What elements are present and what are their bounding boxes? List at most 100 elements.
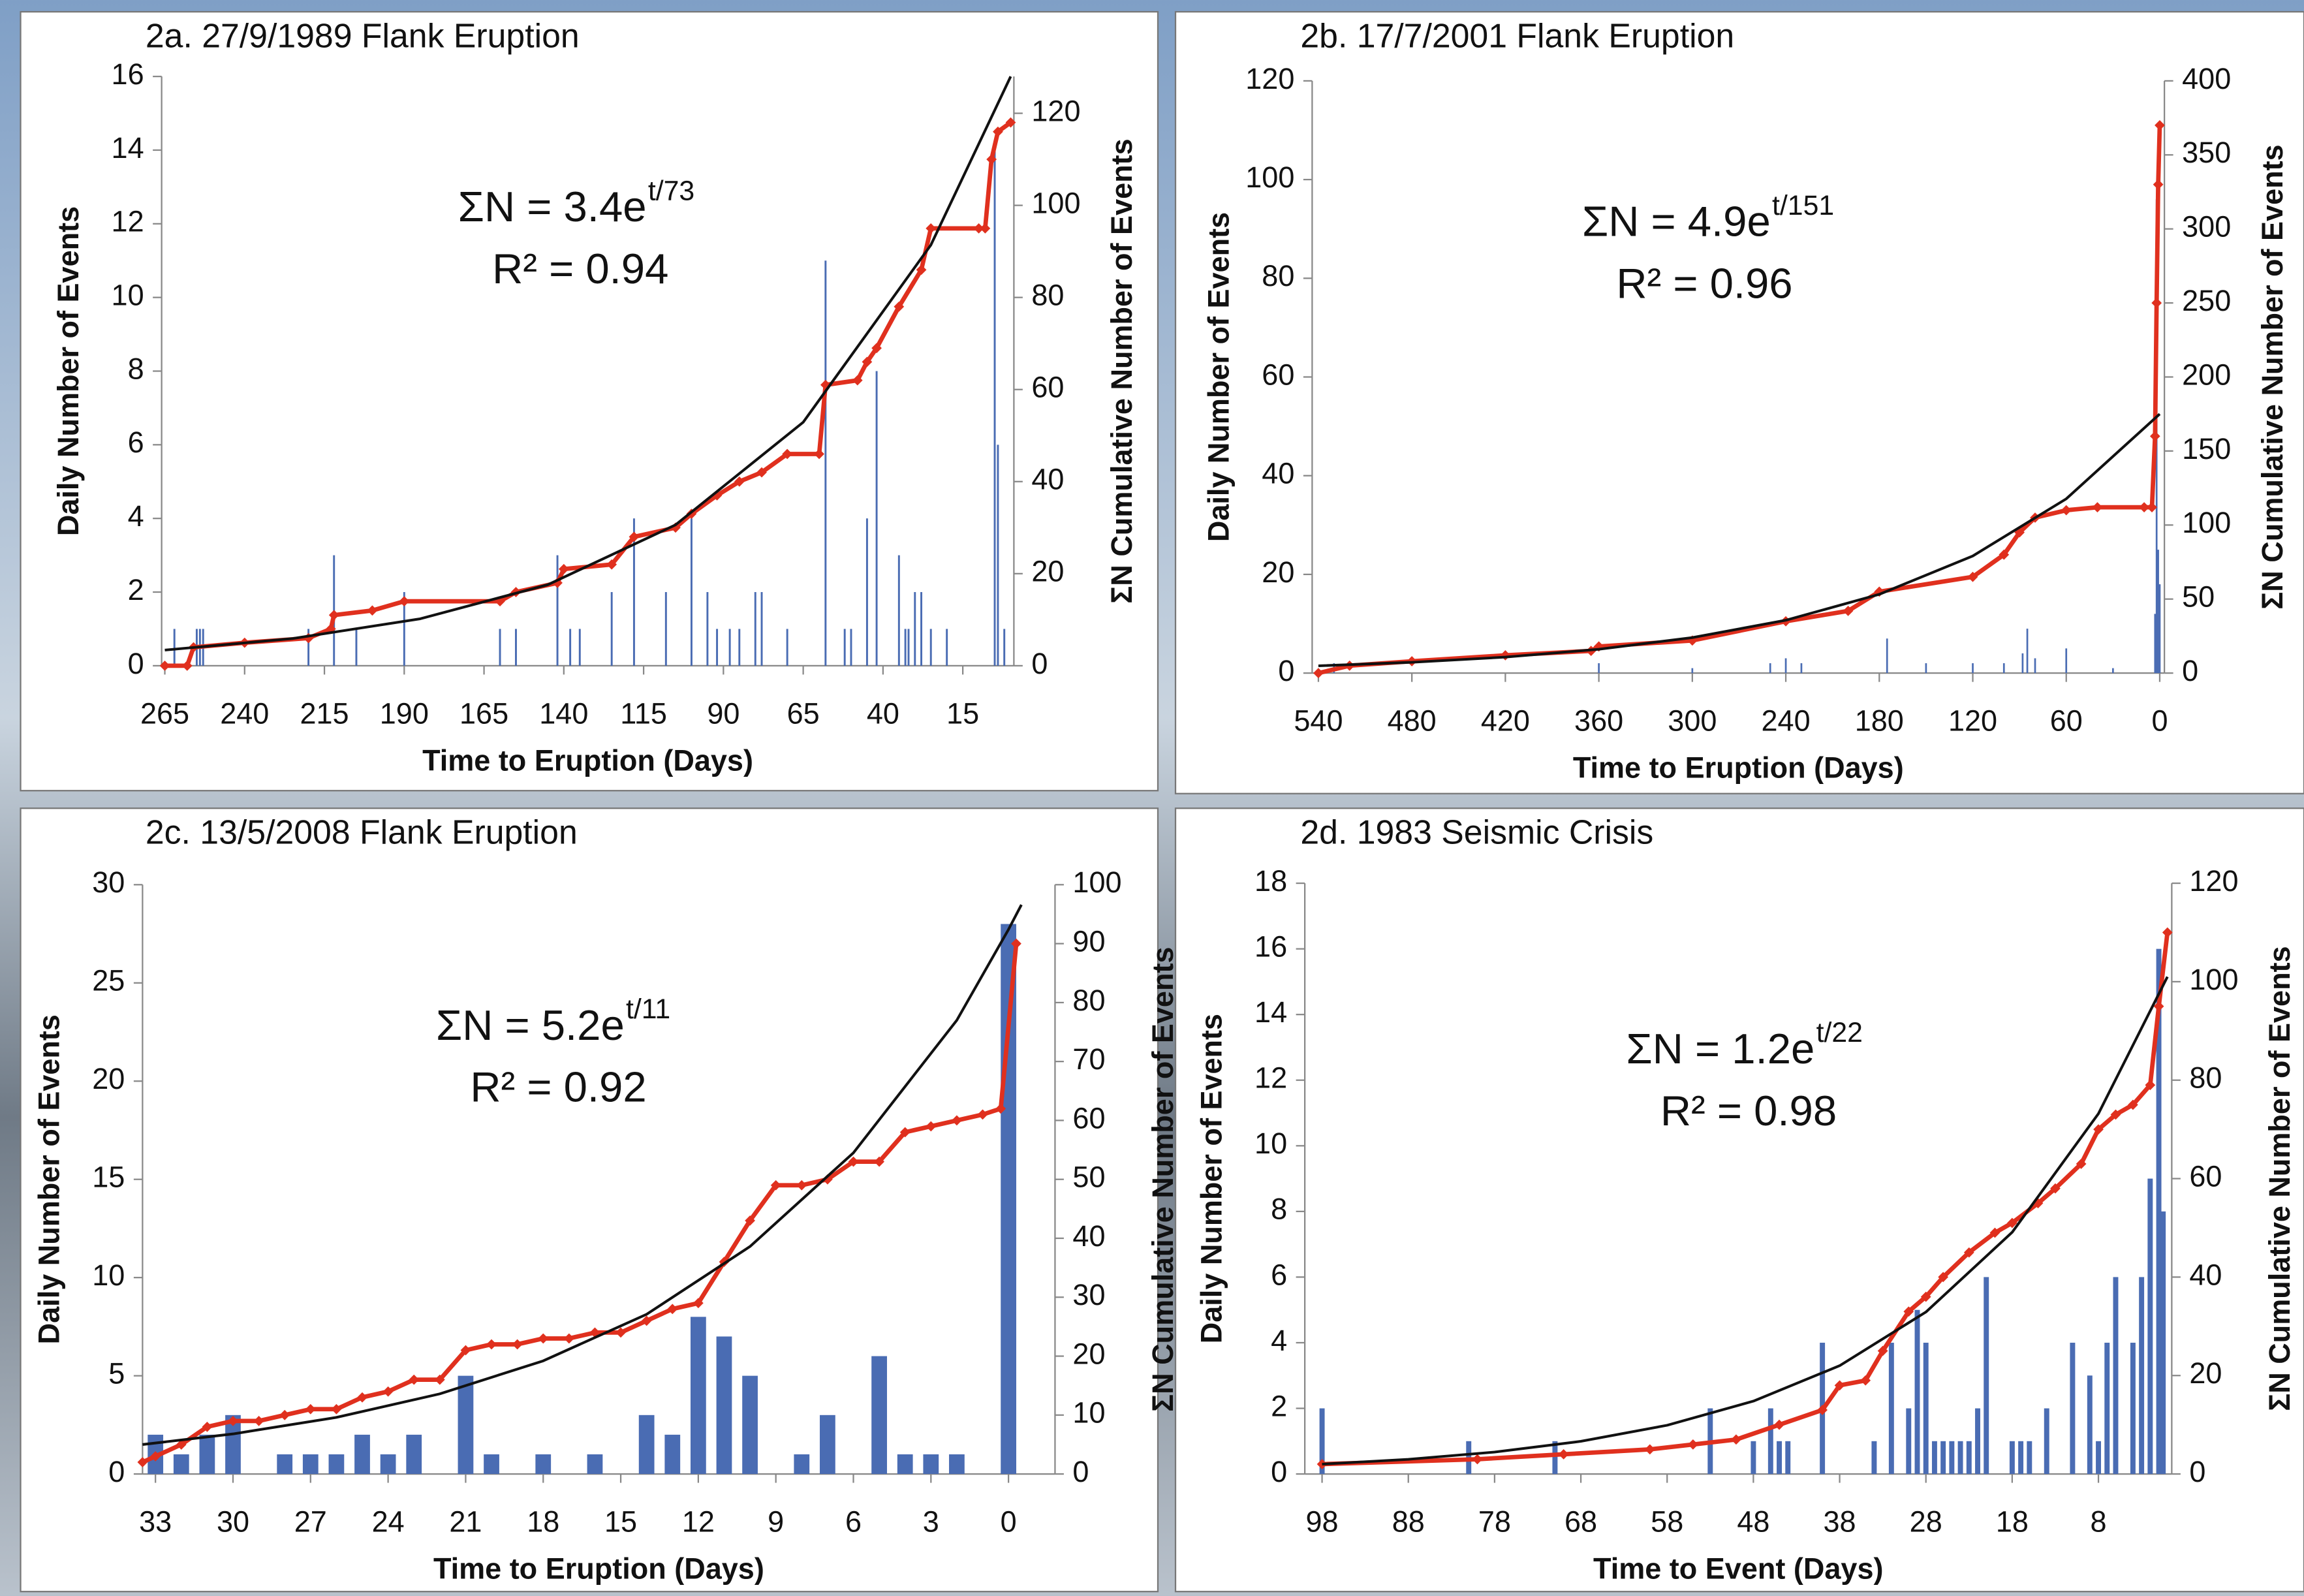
y2-tick-label: 400: [2182, 62, 2231, 95]
cumulative-marker: [615, 1327, 626, 1338]
bar: [1925, 663, 1927, 674]
y2-tick-label: 120: [1031, 94, 1080, 127]
bar: [2160, 1211, 2166, 1475]
x-tick-label: 40: [867, 696, 899, 730]
x-tick-label: 18: [1996, 1505, 2029, 1539]
bar: [2034, 658, 2036, 674]
cumulative-marker: [409, 1374, 420, 1385]
bar: [2018, 1441, 2024, 1475]
bar: [2156, 948, 2162, 1475]
y-axis-label: Daily Number of Events: [1194, 1014, 1228, 1343]
cumulative-marker: [2139, 502, 2149, 512]
chart-title: 2a. 27/9/1989 Flank Eruption: [146, 16, 580, 54]
cumulative-marker: [2007, 1217, 2017, 1228]
cumulative-marker: [2061, 505, 2072, 516]
cumulative-marker: [2093, 1124, 2104, 1135]
x-tick-label: 58: [1651, 1505, 1683, 1539]
y-tick-label: 0: [1271, 1455, 1287, 1488]
cumulative-marker: [176, 1439, 187, 1450]
x-tick-label: 420: [1481, 704, 1530, 738]
bar: [1552, 1441, 1558, 1475]
y-tick-label: 14: [1254, 995, 1287, 1029]
x-tick-label: 15: [946, 696, 979, 730]
y2-tick-label: 40: [2189, 1258, 2222, 1291]
bar: [569, 629, 572, 666]
bar: [587, 1454, 603, 1475]
bar: [664, 592, 667, 666]
bar: [904, 629, 907, 666]
x-tick-label: 480: [1388, 704, 1437, 738]
x-tick-label: 115: [620, 696, 667, 730]
y2-tick-label: 20: [1072, 1337, 1105, 1370]
cumulative-marker: [460, 1345, 471, 1356]
cumulative-marker: [952, 1115, 962, 1126]
cumulative-marker: [563, 1333, 574, 1344]
bar: [1777, 1441, 1782, 1475]
chart-title: 2d. 1983 Seismic Crisis: [1300, 813, 1653, 851]
cumulative-marker: [977, 1109, 988, 1120]
cumulative-marker: [980, 223, 991, 234]
y2-tick-label: 60: [2189, 1159, 2222, 1193]
bar: [897, 555, 900, 666]
y-tick-label: 16: [1254, 930, 1287, 963]
bar: [2026, 629, 2029, 674]
cumulative-marker: [782, 448, 793, 460]
panel-background: [1174, 10, 2304, 794]
r-squared: R² = 0.96: [1616, 259, 1792, 307]
y-tick-label: 20: [1262, 555, 1294, 589]
y-tick-label: 0: [108, 1455, 125, 1488]
y-tick-label: 8: [128, 352, 144, 385]
x-tick-label: 24: [372, 1505, 405, 1539]
y-tick-label: 4: [1271, 1324, 1287, 1357]
y-tick-label: 60: [1262, 358, 1294, 391]
bar: [1966, 1441, 1972, 1475]
y2-tick-label: 20: [2189, 1356, 2222, 1390]
bar: [1003, 629, 1006, 666]
bar: [1972, 663, 1974, 674]
x-tick-label: 27: [294, 1505, 327, 1539]
bar: [929, 629, 932, 666]
bar: [173, 629, 176, 666]
bar: [610, 592, 613, 666]
cumulative-marker: [1005, 117, 1016, 128]
cumulative-marker: [745, 1215, 755, 1226]
cumulative-marker: [822, 1174, 833, 1185]
bar: [1319, 1408, 1325, 1475]
y2-tick-label: 80: [1031, 279, 1064, 312]
bar: [1957, 1441, 1963, 1475]
bar: [484, 1454, 499, 1475]
chart-panel: 2c. 13/5/2008 Flank Eruption051015202530…: [20, 807, 1179, 1593]
chart-panel: 2d. 1983 Seismic Crisis02468101214161802…: [1174, 807, 2304, 1593]
x-tick-label: 48: [1737, 1505, 1769, 1539]
bar: [2113, 1277, 2119, 1475]
y-tick-label: 80: [1262, 259, 1294, 292]
x-tick-label: 28: [1910, 1505, 1942, 1539]
bar: [406, 1434, 422, 1475]
chart-title: 2b. 17/7/2001 Flank Eruption: [1300, 16, 1734, 54]
bar: [1598, 663, 1600, 674]
x-tick-label: 8: [2091, 1505, 2107, 1539]
bar: [2070, 1342, 2076, 1475]
y2-tick-label: 50: [1072, 1161, 1105, 1194]
x-tick-label: 21: [449, 1505, 482, 1539]
bar: [403, 592, 405, 666]
cumulative-marker: [2151, 298, 2162, 308]
x-tick-label: 140: [539, 696, 588, 730]
cumulative-marker: [434, 1374, 445, 1385]
cumulative-marker: [2147, 502, 2157, 512]
cumulative-marker: [1877, 1345, 1888, 1356]
bar: [1975, 1408, 1980, 1475]
y-axis-label: Daily Number of Events: [33, 1014, 66, 1344]
x-tick-label: 68: [1565, 1505, 1597, 1539]
cumulative-marker: [2149, 431, 2160, 442]
cumulative-marker: [894, 301, 905, 312]
x-tick-label: 3: [923, 1505, 939, 1539]
y-tick-label: 10: [92, 1259, 125, 1292]
bar: [949, 1454, 965, 1475]
bar: [458, 1375, 474, 1475]
fit-curve: [1318, 413, 2161, 668]
bar: [914, 592, 916, 666]
bar: [2112, 668, 2114, 674]
y2-tick-label: 60: [1031, 371, 1064, 404]
bar: [1949, 1441, 1955, 1475]
